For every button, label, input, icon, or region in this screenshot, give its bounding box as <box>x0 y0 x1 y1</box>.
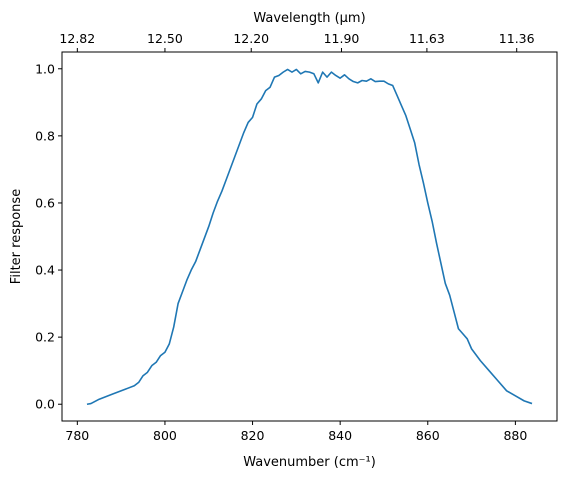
x-tick-label: 840 <box>328 428 352 443</box>
top-tick-label: 11.63 <box>409 31 445 46</box>
y-axis-label: Filter response <box>9 189 24 284</box>
top-tick-label: 12.82 <box>59 31 95 46</box>
y-tick-label: 1.0 <box>35 61 55 76</box>
top-tick-label: 12.20 <box>233 31 269 46</box>
plot-frame <box>61 51 558 422</box>
top-tick-label: 12.50 <box>147 31 183 46</box>
x-tick-label: 860 <box>416 428 440 443</box>
x-axis-label: Wavenumber (cm⁻¹) <box>243 455 376 470</box>
series-layer <box>86 68 533 406</box>
x-tick-label: 820 <box>241 428 265 443</box>
top-tick-label: 11.90 <box>324 31 360 46</box>
y-tick-label: 0.4 <box>35 263 55 278</box>
x-tick-label: 880 <box>503 428 527 443</box>
top-tick-label: 11.36 <box>499 31 535 46</box>
y-tick-label: 0.0 <box>35 397 55 412</box>
y-tick-label: 0.6 <box>35 195 55 210</box>
ticks-layer: 780 800 820 840 860 880 0.0 0.2 0.4 0.6 0.8 1.0 12.8… <box>35 31 535 443</box>
series-line-0 <box>86 68 533 406</box>
top-axis-label: Wavelength (μm) <box>253 11 365 26</box>
x-tick-label: 800 <box>153 428 177 443</box>
x-tick-label: 780 <box>65 428 89 443</box>
y-tick-label: 0.8 <box>35 128 55 143</box>
y-tick-label: 0.2 <box>35 330 55 345</box>
